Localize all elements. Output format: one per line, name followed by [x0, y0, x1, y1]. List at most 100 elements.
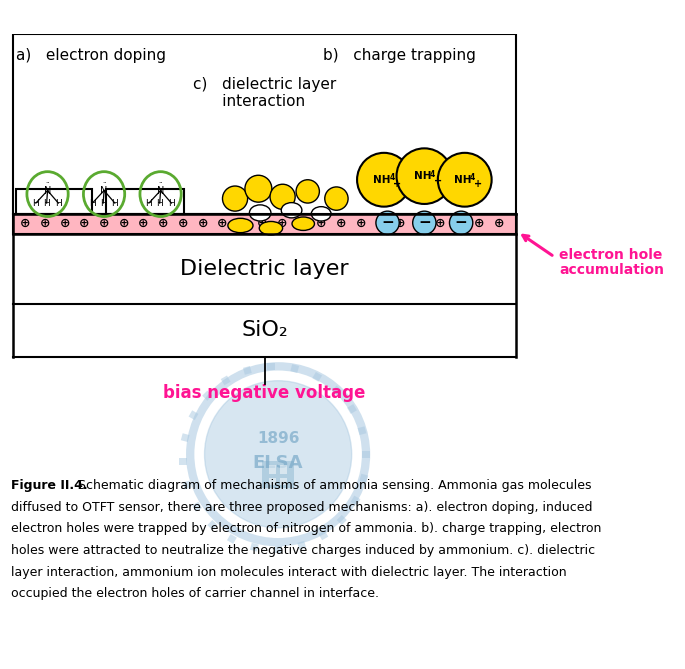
- Circle shape: [412, 211, 436, 234]
- Bar: [358, 426, 366, 435]
- Text: Schematic diagram of mechanisms of ammonia sensing. Ammonia gas molecules: Schematic diagram of mechanisms of ammon…: [73, 480, 591, 492]
- Text: 4: 4: [429, 170, 435, 179]
- Bar: [227, 534, 237, 544]
- Text: H: H: [89, 199, 96, 207]
- Text: ⊕: ⊕: [237, 217, 247, 230]
- Bar: [14, 214, 516, 233]
- Bar: [188, 410, 199, 420]
- Text: occupied the electron holes of carrier channel in interface.: occupied the electron holes of carrier c…: [11, 587, 379, 600]
- Bar: [275, 546, 282, 553]
- Ellipse shape: [260, 221, 283, 235]
- Text: NH: NH: [454, 175, 472, 185]
- Text: H: H: [156, 199, 163, 207]
- Bar: [202, 391, 212, 401]
- Text: ⊕: ⊕: [40, 217, 50, 230]
- Text: H: H: [100, 199, 107, 207]
- Text: ⊕: ⊕: [158, 217, 169, 230]
- Text: N: N: [44, 185, 51, 195]
- Bar: [269, 465, 276, 474]
- Bar: [192, 502, 202, 512]
- Text: layer interaction, ammonium ion molecules interact with dielectric layer. The in: layer interaction, ammonium ion molecule…: [11, 565, 566, 579]
- Bar: [312, 372, 322, 382]
- Text: electron hole: electron hole: [559, 248, 662, 262]
- Text: −: −: [418, 215, 431, 230]
- Bar: [351, 496, 360, 505]
- Text: 4: 4: [390, 173, 395, 183]
- Text: ⊕: ⊕: [494, 217, 504, 230]
- Text: ⊕: ⊕: [60, 217, 70, 230]
- Text: c)   dielectric layer: c) dielectric layer: [193, 78, 336, 92]
- Bar: [221, 375, 231, 385]
- Text: H: H: [32, 199, 39, 207]
- Bar: [337, 515, 347, 525]
- Text: 1896: 1896: [257, 431, 299, 446]
- Text: H: H: [168, 199, 175, 207]
- Circle shape: [205, 381, 351, 528]
- Text: ⊕: ⊕: [138, 217, 149, 230]
- Text: ⊕: ⊕: [434, 217, 445, 230]
- Text: Dielectric layer: Dielectric layer: [180, 258, 349, 278]
- Bar: [16, 189, 92, 214]
- Bar: [181, 434, 190, 442]
- Text: ⊕: ⊕: [217, 217, 227, 230]
- Text: bias negative voltage: bias negative voltage: [164, 384, 366, 402]
- Text: ⊕: ⊕: [277, 217, 287, 230]
- Text: ⊕: ⊕: [316, 217, 327, 230]
- Text: ⊕: ⊕: [375, 217, 386, 230]
- Bar: [208, 520, 217, 530]
- Bar: [347, 404, 357, 414]
- Bar: [250, 543, 259, 551]
- Text: electron holes were trapped by electron of nitrogen of ammonia. b). charge trapp: electron holes were trapped by electron …: [11, 522, 601, 535]
- Bar: [267, 363, 275, 370]
- Text: NH: NH: [373, 175, 391, 185]
- Circle shape: [357, 153, 411, 207]
- Bar: [243, 366, 252, 375]
- Text: Figure II.4.: Figure II.4.: [11, 480, 88, 492]
- Text: H: H: [43, 199, 50, 207]
- Text: ⊕: ⊕: [296, 217, 307, 230]
- Text: ⊕: ⊕: [454, 217, 464, 230]
- Text: ⊕: ⊕: [79, 217, 90, 230]
- Text: N: N: [101, 185, 108, 195]
- Text: H: H: [145, 199, 152, 207]
- Text: ⊕: ⊕: [99, 217, 110, 230]
- Text: ··: ··: [45, 181, 50, 187]
- Text: −: −: [455, 215, 467, 230]
- Ellipse shape: [292, 217, 314, 230]
- Text: diffused to OTFT sensor, there are three proposed mechanisms: a). electron dopin: diffused to OTFT sensor, there are three…: [11, 501, 593, 514]
- Ellipse shape: [228, 218, 253, 233]
- Text: interaction: interaction: [193, 94, 305, 108]
- Bar: [262, 462, 295, 488]
- Text: H: H: [112, 199, 119, 207]
- Text: ⊕: ⊕: [414, 217, 425, 230]
- Bar: [179, 458, 186, 465]
- Text: ⊕: ⊕: [474, 217, 484, 230]
- Text: ⊕: ⊕: [178, 217, 188, 230]
- Circle shape: [397, 149, 452, 204]
- Bar: [360, 474, 369, 482]
- Circle shape: [245, 175, 272, 202]
- Bar: [14, 233, 516, 304]
- Text: ⊕: ⊕: [20, 217, 30, 230]
- Text: ⊕: ⊕: [257, 217, 267, 230]
- Text: +: +: [434, 176, 442, 185]
- Text: +: +: [474, 179, 482, 189]
- Bar: [269, 478, 276, 485]
- Bar: [280, 478, 287, 485]
- Text: accumulation: accumulation: [559, 263, 664, 277]
- Bar: [183, 480, 192, 490]
- Text: +: +: [393, 179, 401, 189]
- Ellipse shape: [249, 205, 271, 221]
- Circle shape: [296, 180, 319, 203]
- Bar: [106, 189, 184, 214]
- Circle shape: [438, 153, 492, 207]
- Text: H: H: [55, 199, 62, 207]
- Text: ⊕: ⊕: [356, 217, 366, 230]
- Bar: [319, 531, 328, 540]
- Bar: [362, 451, 370, 458]
- Text: N: N: [157, 185, 164, 195]
- Ellipse shape: [282, 203, 302, 218]
- Ellipse shape: [311, 207, 331, 221]
- Text: holes were attracted to neutralize the negative charges induced by ammonium. c).: holes were attracted to neutralize the n…: [11, 544, 595, 557]
- Circle shape: [270, 184, 295, 209]
